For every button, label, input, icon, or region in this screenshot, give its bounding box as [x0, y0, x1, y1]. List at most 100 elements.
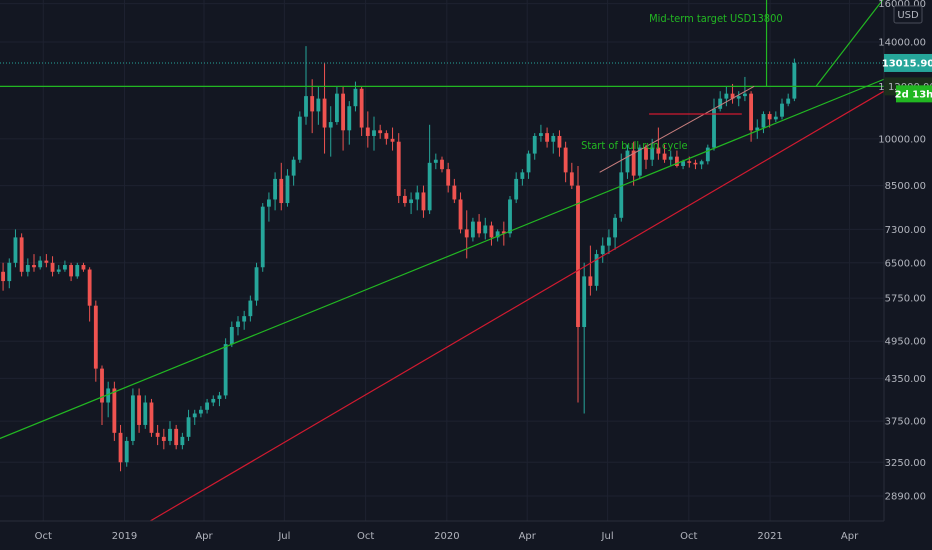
- candle-body: [712, 108, 716, 148]
- candle-body: [569, 172, 574, 186]
- candle-body: [470, 221, 475, 238]
- candle-body: [792, 62, 797, 99]
- candle-body: [631, 150, 636, 176]
- price-tick-label: 3750.00: [885, 417, 926, 428]
- candle-body: [514, 178, 519, 200]
- candle-body: [699, 161, 704, 165]
- candle-body: [322, 98, 327, 128]
- candle-body: [773, 116, 778, 120]
- trendline-red[interactable]: [148, 90, 885, 523]
- time-tick-label: Apr: [195, 531, 213, 542]
- candle-body: [155, 432, 160, 437]
- candle-body: [662, 153, 667, 160]
- time-axis[interactable]: [0, 521, 932, 550]
- candle-body: [545, 133, 550, 142]
- candle-body: [440, 159, 444, 170]
- candle-body: [483, 225, 488, 234]
- annotations: Mid-term target USD13800 Start of bull ru…: [581, 12, 783, 152]
- candle-body: [106, 388, 111, 403]
- candle-body: [273, 178, 278, 200]
- candle-body: [600, 245, 605, 255]
- trendline-salmon[interactable]: [599, 85, 755, 173]
- candle-body: [402, 195, 407, 204]
- candle-body: [693, 162, 698, 165]
- candle-body: [477, 221, 482, 234]
- price-tick-label: 14000.00: [878, 38, 926, 49]
- candle-body: [174, 428, 179, 446]
- time-tick-label: Jul: [601, 531, 614, 542]
- candle-body: [650, 147, 655, 160]
- price-tick-label: 6500.00: [885, 258, 926, 269]
- time-tick-label: Apr: [841, 531, 859, 542]
- candle-body: [211, 398, 216, 403]
- grid: [0, 0, 884, 521]
- candle-body: [217, 395, 222, 399]
- candle-body: [81, 265, 86, 270]
- candle-body: [19, 237, 24, 272]
- trendline-green[interactable]: [815, 0, 884, 87]
- candle-body: [372, 130, 376, 136]
- candle-body: [749, 93, 754, 131]
- time-tick-label: 2021: [757, 531, 782, 542]
- candle-body: [143, 402, 148, 425]
- candle-body: [557, 135, 562, 148]
- trendline-green[interactable]: [0, 78, 885, 441]
- candle-body: [780, 103, 784, 117]
- candle-body: [668, 156, 673, 160]
- candle-body: [786, 98, 791, 104]
- candle-body: [458, 199, 463, 230]
- candle-body: [124, 440, 129, 463]
- candle-body: [755, 127, 760, 131]
- time-tick-label: Oct: [357, 531, 374, 542]
- candle-body: [254, 267, 259, 301]
- candle-body: [130, 395, 135, 441]
- candle-body: [396, 141, 401, 196]
- candle-body: [365, 127, 370, 136]
- candles[interactable]: [1, 46, 797, 472]
- price-tick-label: 10000.00: [878, 134, 926, 145]
- candle-body: [625, 150, 630, 173]
- price-tick-label: 8500.00: [885, 181, 926, 192]
- candle-body: [7, 262, 12, 282]
- candle-body: [526, 153, 531, 173]
- candle-body: [118, 432, 123, 463]
- price-tick-label: 16000.00: [878, 0, 926, 10]
- candle-body: [409, 199, 414, 204]
- time-axis-labels: Oct 2019 Apr Jul Oct 2020 Apr Jul Oct 2021 Apr: [35, 531, 859, 542]
- candle-body: [378, 130, 383, 134]
- candle-body: [291, 159, 296, 176]
- currency-badge[interactable]: USD: [893, 5, 923, 24]
- candle-body: [637, 147, 642, 176]
- price-tick-label: 2890.00: [885, 492, 926, 503]
- currency-badge-label: USD: [897, 10, 919, 21]
- candle-body: [205, 402, 210, 410]
- candle-body: [285, 175, 290, 204]
- last-price-badge: [884, 53, 932, 72]
- chart-annotation: Mid-term target USD13800: [649, 12, 783, 25]
- candle-body: [328, 122, 333, 128]
- candle-body: [464, 229, 469, 238]
- countdown-badge-label: 2d 13h: [895, 89, 932, 100]
- candle-body: [551, 135, 556, 142]
- price-tick-label: 5750.00: [885, 294, 926, 305]
- trendlines[interactable]: [0, 0, 885, 523]
- candle-body: [266, 199, 271, 207]
- candle-body: [681, 161, 686, 166]
- candle-body: [767, 114, 772, 120]
- candle-body: [353, 88, 358, 107]
- candle-body: [606, 237, 611, 246]
- candle-body: [260, 206, 265, 268]
- price-axis-labels: 16000.0014000.0012000.0010000.008500.007…: [878, 0, 926, 503]
- candle-body: [149, 402, 154, 433]
- candle-body: [192, 413, 197, 418]
- candle-body: [229, 327, 234, 345]
- candle-body: [279, 178, 284, 204]
- time-tick-label: Apr: [519, 531, 537, 542]
- candle-body: [656, 147, 661, 154]
- candle-body: [674, 156, 679, 166]
- candle-body: [161, 436, 166, 441]
- candle-body: [644, 147, 648, 160]
- candle-body: [223, 344, 228, 396]
